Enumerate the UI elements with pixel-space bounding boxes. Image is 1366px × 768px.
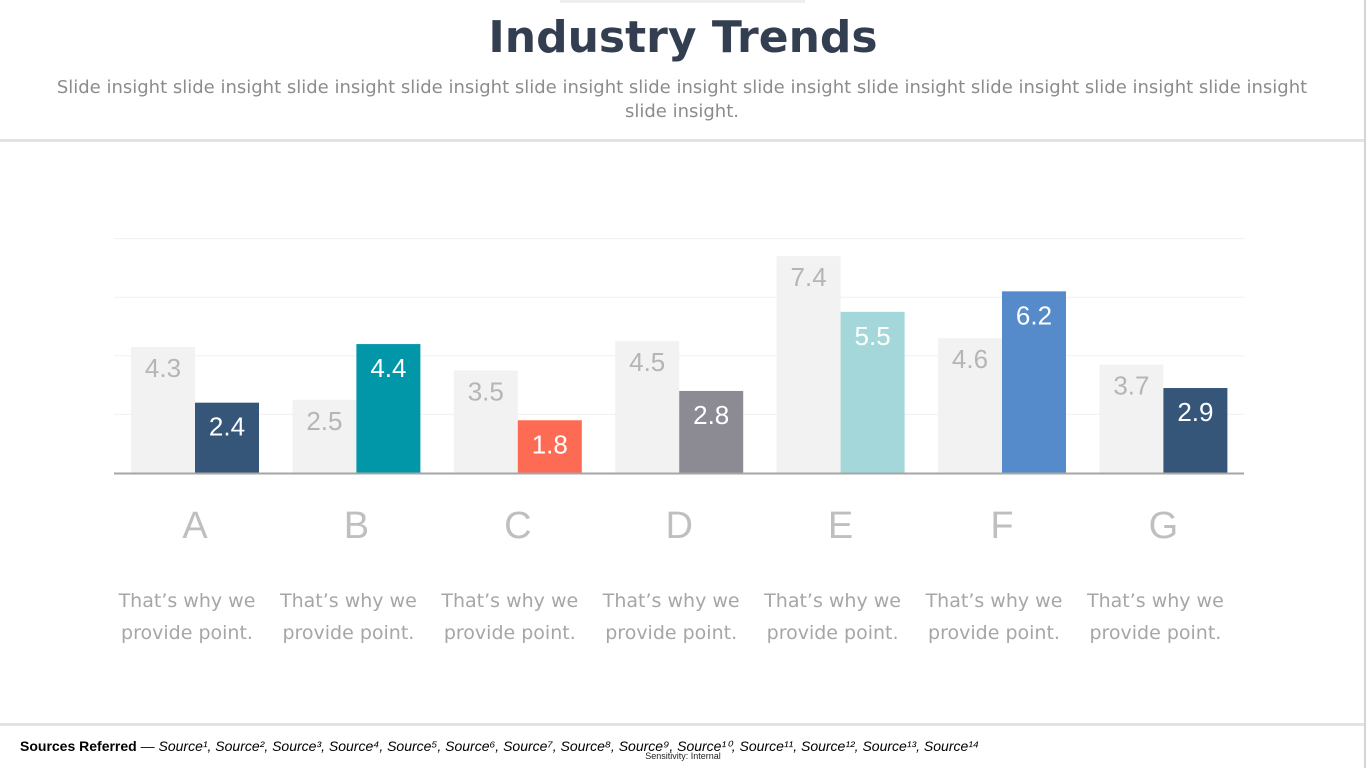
- footer-divider: [0, 723, 1364, 726]
- header-divider: [0, 139, 1364, 142]
- category-note: That’s why we provide point.: [279, 590, 417, 644]
- bar-chart: 4.3 2.4 A 2.5 4.4 B 3.5 1.8 C 4.5 2.8 D 7.4 5.5 E 4.6 6.…: [114, 238, 1244, 547]
- bar-label-baseline-b: 2.5: [306, 406, 342, 436]
- bar-label-baseline-a: 4.3: [145, 353, 181, 383]
- category-label-f: F: [990, 505, 1013, 547]
- category-label-c: C: [504, 505, 531, 547]
- bar-baseline-b: [292, 399, 357, 473]
- sources-list: — Source¹, Source², Source³, Source⁴, So…: [136, 738, 979, 754]
- bar-label-highlight-d: 2.8: [693, 400, 729, 430]
- bar-baseline-e: [776, 256, 841, 473]
- slide-title: Industry Trends: [488, 12, 878, 63]
- sources-line: Sources Referred — Source¹, Source², Sou…: [20, 738, 1350, 755]
- category-label-d: D: [665, 505, 692, 547]
- slide-right-border: [1364, 0, 1366, 768]
- bar-baseline-g: [1099, 364, 1164, 473]
- category-label-e: E: [828, 505, 853, 547]
- category-label-g: G: [1149, 505, 1179, 547]
- category-note: That’s why we provide point.: [764, 590, 901, 644]
- bar-baseline-c: [453, 370, 518, 473]
- category-note: That’s why we provide point.: [925, 590, 1063, 644]
- bar-label-highlight-b: 4.4: [370, 353, 406, 383]
- bar-highlight-e: [840, 311, 905, 473]
- bar-label-baseline-f: 4.6: [952, 344, 988, 374]
- bar-baseline-d: [615, 341, 680, 473]
- bar-label-highlight-c: 1.8: [532, 429, 568, 459]
- bar-highlight-g: [1163, 388, 1228, 473]
- bar-label-baseline-e: 7.4: [791, 262, 827, 292]
- bar-label-baseline-c: 3.5: [468, 376, 504, 406]
- category-note: That’s why we provide point.: [602, 590, 740, 644]
- bar-label-highlight-f: 6.2: [1016, 300, 1052, 330]
- bar-highlight-d: [679, 390, 744, 473]
- bar-label-highlight-g: 2.9: [1177, 397, 1213, 427]
- top-decoration: [560, 0, 805, 3]
- category-label-b: B: [344, 505, 369, 547]
- bar-highlight-a: [195, 402, 259, 473]
- bar-label-highlight-a: 2.4: [209, 412, 245, 442]
- bar-label-baseline-d: 4.5: [629, 347, 665, 377]
- sources-label: Sources Referred: [20, 738, 137, 754]
- slide-subtitle: Slide insight slide insight slide insigh…: [56, 77, 1308, 122]
- bar-highlight-f: [1002, 291, 1066, 473]
- bar-label-highlight-e: 5.5: [855, 321, 891, 351]
- sensitivity-label: Sensitivity: Internal: [645, 751, 721, 761]
- bar-label-baseline-g: 3.7: [1113, 371, 1149, 401]
- category-note: That’s why we provide point.: [1086, 590, 1224, 644]
- category-note: That’s why we provide point.: [118, 590, 256, 644]
- bar-highlight-b: [356, 344, 421, 473]
- bar-baseline-f: [938, 338, 1002, 473]
- category-note: That’s why we provide point.: [441, 590, 579, 644]
- bar-highlight-c: [517, 420, 582, 473]
- bar-baseline-a: [131, 347, 195, 473]
- category-label-a: A: [182, 505, 208, 547]
